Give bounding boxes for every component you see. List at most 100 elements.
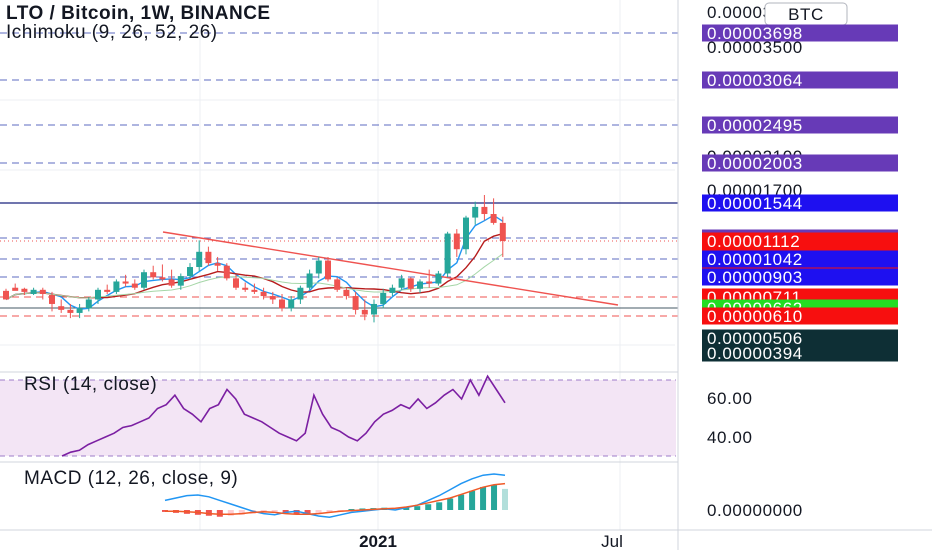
- price-tag[interactable]: 0.00002003: [702, 154, 898, 173]
- candle: [435, 270, 442, 286]
- macd-title: MACD (12, 26, close, 9): [24, 468, 238, 489]
- candle: [297, 285, 304, 304]
- signal-line: [165, 482, 506, 515]
- price-tag[interactable]: 0.00001042: [702, 250, 898, 269]
- macd-tick: 0.00000000: [707, 501, 803, 520]
- candle: [233, 274, 239, 290]
- candle: [490, 198, 497, 225]
- candle: [76, 303, 83, 319]
- macd-bar: [326, 510, 333, 513]
- rsi-band: [0, 380, 676, 456]
- candle: [104, 284, 111, 294]
- macd-panel[interactable]: MACD (12, 26, close, 9) 0.00000000: [0, 461, 803, 520]
- candle: [481, 195, 488, 221]
- macd-bar: [447, 498, 454, 510]
- x-label-jul: Jul: [601, 532, 623, 550]
- price-tag-label: 0.00001042: [707, 250, 803, 269]
- candle: [177, 273, 184, 290]
- candle: [389, 284, 396, 297]
- candle: [352, 291, 359, 315]
- level-lines: [0, 32, 678, 317]
- conversion-line: [5, 214, 504, 310]
- candle: [67, 303, 74, 319]
- candle: [361, 299, 368, 321]
- rsi-title: RSI (14, close): [24, 374, 157, 395]
- candle: [30, 287, 37, 296]
- candle: [306, 269, 313, 290]
- macd-bar: [282, 510, 289, 513]
- candle: [141, 269, 147, 290]
- price-tag[interactable]: 0.00003698: [702, 24, 898, 43]
- candle: [499, 216, 506, 257]
- candle: [251, 283, 258, 294]
- macd-bar: [271, 510, 278, 512]
- price-tag-label: 0.00000506: [707, 329, 803, 348]
- candle: [269, 291, 276, 304]
- price-tick: 0.00003500: [707, 38, 803, 57]
- price-tag[interactable]: 0.00003064: [702, 71, 898, 90]
- macd-bar: [414, 506, 421, 510]
- macd-bar: [436, 502, 443, 510]
- candle: [214, 256, 221, 271]
- macd-bar: [502, 488, 508, 510]
- candle: [131, 279, 138, 290]
- candle: [122, 274, 129, 287]
- macd-bar: [348, 509, 355, 511]
- macd-bar: [392, 508, 399, 510]
- candle: [288, 296, 295, 312]
- macd-bar: [238, 510, 245, 515]
- price-tag[interactable]: 0.00000506: [702, 329, 898, 348]
- ichimoku-lines: [5, 214, 504, 310]
- candle: [223, 263, 230, 281]
- indicator-legend: Ichimoku (9, 26, 52, 26): [6, 22, 218, 43]
- candle: [315, 256, 322, 279]
- candle: [85, 297, 92, 312]
- chart-title: LTO / Bitcoin, 1W, BINANCE: [6, 3, 271, 24]
- price-tag-label: 0.00001544: [707, 194, 803, 213]
- candle: [426, 269, 433, 288]
- candle: [407, 277, 414, 292]
- x-label-2021: 2021: [359, 532, 397, 550]
- candle: [168, 269, 175, 288]
- candle: [472, 201, 479, 225]
- macd-bar: [469, 490, 476, 510]
- candle: [159, 264, 166, 282]
- price-tag[interactable]: 0.00000903: [702, 268, 898, 287]
- price-tag[interactable]: 0.00002495: [702, 116, 898, 135]
- macd-bar: [480, 486, 487, 510]
- candle: [21, 287, 28, 296]
- candle: [343, 287, 350, 300]
- macd-bar: [491, 485, 498, 510]
- candle: [260, 287, 267, 300]
- candle: [334, 277, 341, 292]
- price-tag-label: 0.00003064: [707, 71, 803, 90]
- macd-bar: [227, 510, 234, 516]
- price-tag[interactable]: 0.00000394: [702, 344, 898, 363]
- candle: [371, 299, 377, 323]
- rsi-panel[interactable]: RSI (14, close) 60.00 40.00: [0, 371, 753, 457]
- candle: [150, 265, 157, 280]
- trendline[interactable]: [162, 231, 619, 306]
- candle: [453, 229, 460, 257]
- currency-button[interactable]: BTC: [764, 2, 848, 26]
- candle: [444, 231, 451, 278]
- candle: [398, 274, 405, 290]
- macd-bar: [304, 510, 311, 515]
- candle: [463, 215, 469, 255]
- candle: [49, 291, 55, 312]
- candle: [325, 256, 331, 282]
- macd-bar: [458, 494, 465, 510]
- candle: [113, 279, 120, 294]
- candle: [95, 287, 101, 304]
- price-tag[interactable]: 0.00000610: [702, 307, 898, 326]
- candle: [380, 288, 387, 309]
- price-tag[interactable]: 0.00001544: [702, 194, 898, 213]
- rsi-tick: 40.00: [707, 428, 753, 447]
- rsi-line: [61, 374, 506, 457]
- macd-bar: [315, 510, 322, 514]
- price-tag-label: 0.00002495: [707, 116, 803, 135]
- candle: [3, 288, 9, 300]
- currency-label: BTC: [788, 5, 824, 24]
- macd-line: [164, 473, 506, 518]
